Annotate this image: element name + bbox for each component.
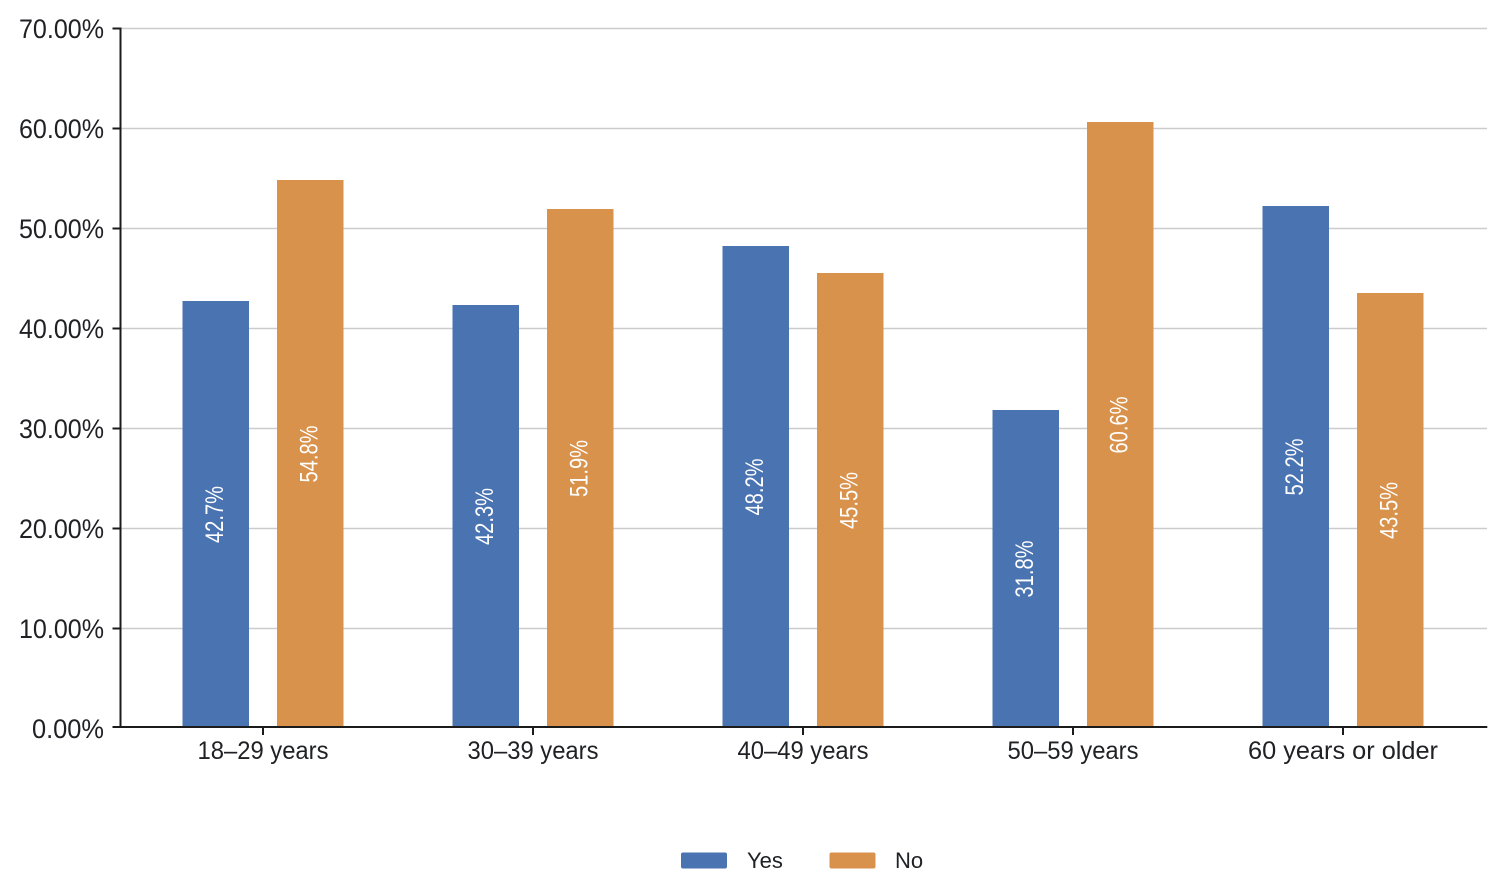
svg-text:20.00%: 20.00% [19, 514, 104, 544]
svg-text:42.3%: 42.3% [471, 488, 499, 545]
svg-text:60.00%: 60.00% [19, 114, 104, 144]
svg-text:10.00%: 10.00% [19, 614, 104, 644]
svg-text:18–29 years: 18–29 years [198, 737, 329, 765]
svg-text:50.00%: 50.00% [19, 214, 104, 244]
svg-text:0.00%: 0.00% [32, 714, 104, 744]
svg-text:40–49 years: 40–49 years [738, 737, 869, 765]
svg-text:30.00%: 30.00% [19, 414, 104, 444]
svg-text:52.2%: 52.2% [1281, 439, 1309, 496]
svg-text:43.5%: 43.5% [1376, 482, 1404, 539]
svg-text:40.00%: 40.00% [19, 314, 104, 344]
svg-text:51.9%: 51.9% [566, 440, 594, 497]
svg-text:No: No [895, 848, 923, 873]
svg-text:30–39 years: 30–39 years [468, 737, 599, 765]
svg-text:Yes: Yes [747, 848, 783, 873]
svg-text:45.5%: 45.5% [836, 472, 864, 529]
svg-text:54.8%: 54.8% [296, 426, 324, 483]
svg-text:48.2%: 48.2% [741, 459, 769, 516]
svg-text:42.7%: 42.7% [201, 486, 229, 543]
svg-text:31.8%: 31.8% [1011, 541, 1039, 598]
svg-text:70.00%: 70.00% [19, 14, 104, 44]
svg-text:60.6%: 60.6% [1106, 397, 1134, 454]
svg-text:60 years or older: 60 years or older [1248, 737, 1438, 765]
svg-text:50–59 years: 50–59 years [1008, 737, 1139, 765]
